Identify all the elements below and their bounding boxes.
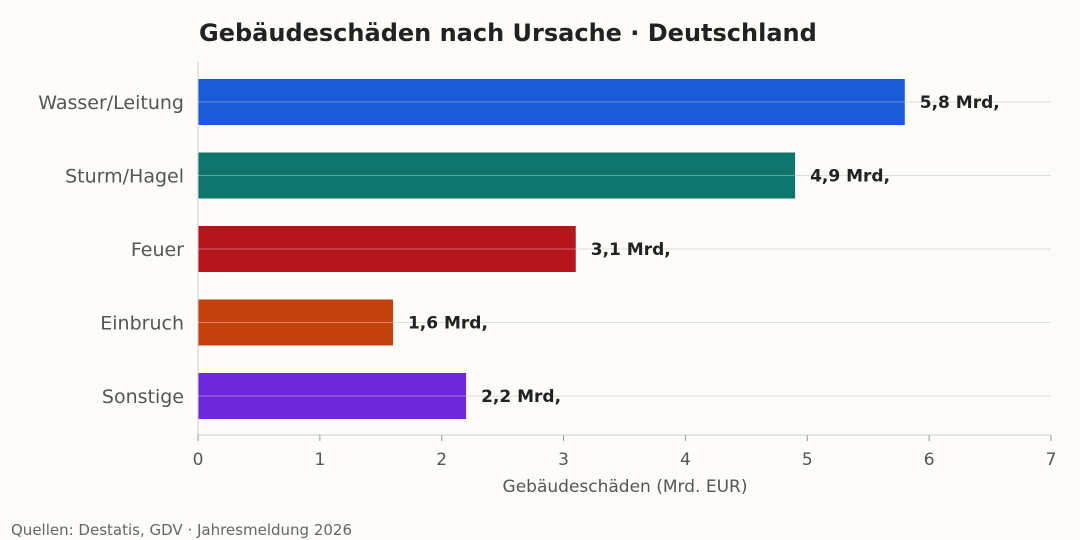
- x-axis-label: Gebäudeschäden (Mrd. EUR): [503, 477, 748, 497]
- category-label: Wasser/Leitung: [38, 92, 184, 114]
- value-labels: 5,8 Mrd, 4,9 Mrd, 3,1 Mrd, 1,6 Mrd, 2,2 Mrd,: [408, 93, 1000, 407]
- chart-title: Gebäudeschäden nach Ursache · Deutschlan…: [199, 19, 817, 47]
- bar: [198, 299, 393, 346]
- category-label: Sturm/Hagel: [65, 166, 184, 188]
- bar: [198, 152, 796, 199]
- x-tick-label: 4: [680, 450, 691, 470]
- source-note: Quellen: Destatis, GDV · Jahresmeldung 2…: [11, 521, 352, 539]
- category-label: Feuer: [131, 239, 184, 261]
- x-tick-label: 5: [802, 450, 813, 470]
- category-label: Sonstige: [102, 386, 184, 408]
- bar: [198, 226, 576, 272]
- bar: [198, 79, 905, 125]
- x-tick-label: 7: [1046, 450, 1057, 470]
- category-labels: Wasser/Leitung Sturm/Hagel Feuer Einbruch So…: [38, 92, 184, 408]
- x-tick-label: 3: [558, 450, 569, 470]
- axes: [197, 62, 1051, 436]
- value-label: 1,6 Mrd,: [408, 314, 488, 334]
- x-tick-label: 2: [436, 450, 447, 470]
- value-label: 4,9 Mrd,: [810, 167, 890, 187]
- value-label: 2,2 Mrd,: [481, 387, 561, 407]
- x-tick-label: 0: [193, 450, 204, 470]
- value-label: 5,8 Mrd,: [920, 93, 1000, 113]
- bars: [198, 79, 905, 419]
- gridlines-overlay: [198, 101, 905, 397]
- category-label: Einbruch: [100, 313, 184, 335]
- value-label: 3,1 Mrd,: [591, 240, 671, 260]
- bar: [198, 373, 467, 419]
- x-tick-label: 6: [924, 450, 935, 470]
- x-tick-label: 1: [314, 450, 325, 470]
- x-ticks: 0 1 2 3 4 5 6 7: [193, 435, 1057, 470]
